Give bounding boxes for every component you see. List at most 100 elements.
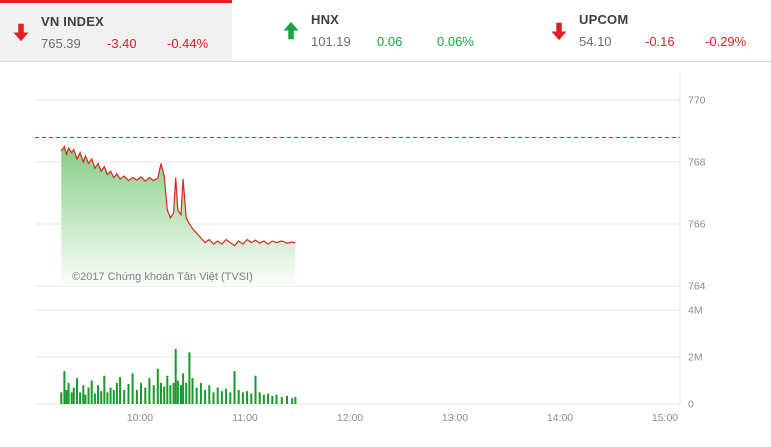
index-change: -0.16 <box>645 34 675 49</box>
index-name: HNX <box>311 12 340 27</box>
volume-bar <box>229 392 232 405</box>
volume-bar <box>185 382 188 404</box>
volume-bar <box>267 393 270 404</box>
index-change: -3.40 <box>107 35 137 51</box>
index-card-upcom[interactable]: UPCOM 54.10 -0.16 -0.29% <box>510 0 771 61</box>
volume-bar <box>280 396 283 404</box>
volume-bar <box>127 384 130 404</box>
volume-bar <box>233 371 236 404</box>
down-arrow-icon <box>10 21 32 43</box>
volume-bar <box>119 377 122 404</box>
volume-bar <box>90 380 93 404</box>
volume-bar <box>271 395 274 404</box>
volume-bar <box>70 392 73 405</box>
volume-bar <box>115 382 118 404</box>
volume-bar <box>216 387 219 404</box>
price-axis-label: 768 <box>688 157 706 169</box>
volume-bar <box>106 392 109 405</box>
index-card-vnindex[interactable]: VN INDEX 765.39 -3.40 -0.44% <box>0 0 232 61</box>
time-axis-label: 14:00 <box>547 412 573 424</box>
volume-bar <box>174 348 177 404</box>
price-axis-label: 770 <box>688 95 706 107</box>
volume-bar <box>63 371 66 404</box>
volume-bar <box>87 387 90 404</box>
volume-bar <box>176 380 179 404</box>
index-value: 54.10 <box>579 34 612 49</box>
volume-bar <box>65 389 68 404</box>
volume-bar <box>100 391 103 404</box>
volume-bar <box>220 391 223 404</box>
up-arrow-icon <box>280 20 302 42</box>
volume-bar <box>93 393 96 404</box>
volume-bar <box>212 392 215 405</box>
index-change-percent: 0.06% <box>437 34 474 49</box>
volume-bar <box>60 392 63 405</box>
volume-bar <box>199 382 202 404</box>
volume-bar <box>156 368 159 405</box>
volume-bar <box>144 387 147 404</box>
volume-bar <box>246 391 249 404</box>
volume-bar <box>191 378 194 404</box>
volume-bar <box>148 378 151 404</box>
volume-bar <box>72 387 75 404</box>
index-change-percent: -0.29% <box>705 34 747 49</box>
volume-bar <box>275 394 278 404</box>
volume-bar <box>166 375 169 404</box>
time-axis-label: 13:00 <box>442 412 468 424</box>
volume-bar <box>254 375 257 404</box>
index-change: 0.06 <box>377 34 403 49</box>
volume-axis-label: 0 <box>688 399 694 411</box>
volume-bar <box>109 387 112 404</box>
price-axis-label: 766 <box>688 219 706 231</box>
volume-bar <box>84 394 87 404</box>
volume-bar <box>163 386 166 404</box>
price-line <box>60 145 296 247</box>
volume-bar <box>225 388 228 404</box>
index-name: VN INDEX <box>41 13 105 29</box>
volume-axis-label: 2M <box>688 352 703 364</box>
volume-bar <box>262 394 265 404</box>
price-area <box>61 146 296 286</box>
volume-bar <box>123 389 126 404</box>
volume-bar <box>131 373 134 404</box>
volume-bar <box>258 392 261 405</box>
volume-bar <box>286 395 288 404</box>
volume-bar <box>208 385 211 404</box>
intraday-chart: 770 768 766 764 4M 2M 0 10:00 11:00 12:00 13:00 14:… <box>35 72 706 424</box>
volume-bar <box>291 398 294 404</box>
volume-bar <box>140 382 142 404</box>
volume-bar <box>172 382 175 404</box>
volume-bar <box>237 389 240 404</box>
volume-bar <box>76 378 78 404</box>
volume-bar <box>182 373 185 404</box>
volume-bar <box>135 389 138 404</box>
volume-bar <box>180 385 182 404</box>
volume-bar <box>103 375 106 404</box>
chart-area: 770 768 766 764 4M 2M 0 10:00 11:00 12:00 13:00 14:… <box>0 62 771 442</box>
volume-bar <box>97 385 99 404</box>
volume-bar <box>79 392 82 405</box>
index-change-percent: -0.44% <box>167 35 209 51</box>
volume-bar <box>250 393 253 404</box>
time-axis-label: 10:00 <box>127 412 153 424</box>
index-card-hnx[interactable]: HNX 101.19 0.06 0.06% <box>232 0 510 61</box>
volume-bar <box>241 392 244 405</box>
volume-bar <box>82 385 85 404</box>
watermark: ©2017 Chứng khoán Tân Việt (TVSI) <box>72 271 253 283</box>
market-indices-bar: VN INDEX 765.39 -3.40 -0.44% HNX 101.19 … <box>0 0 771 62</box>
price-axis-label: 764 <box>688 281 706 293</box>
volume-bar <box>195 387 198 404</box>
index-value: 101.19 <box>311 34 351 49</box>
down-arrow-icon <box>548 20 570 42</box>
index-value: 765.39 <box>41 35 81 51</box>
volume-bar <box>204 389 207 404</box>
time-axis-label: 12:00 <box>337 412 363 424</box>
volume-bar <box>67 382 70 404</box>
time-axis-label: 15:00 <box>652 412 678 424</box>
volume-bar <box>294 396 297 404</box>
volume-bar <box>112 389 115 404</box>
volume-bar <box>169 385 172 404</box>
volume-bar <box>152 385 155 404</box>
volume-bar <box>160 382 162 404</box>
index-name: UPCOM <box>579 12 629 27</box>
